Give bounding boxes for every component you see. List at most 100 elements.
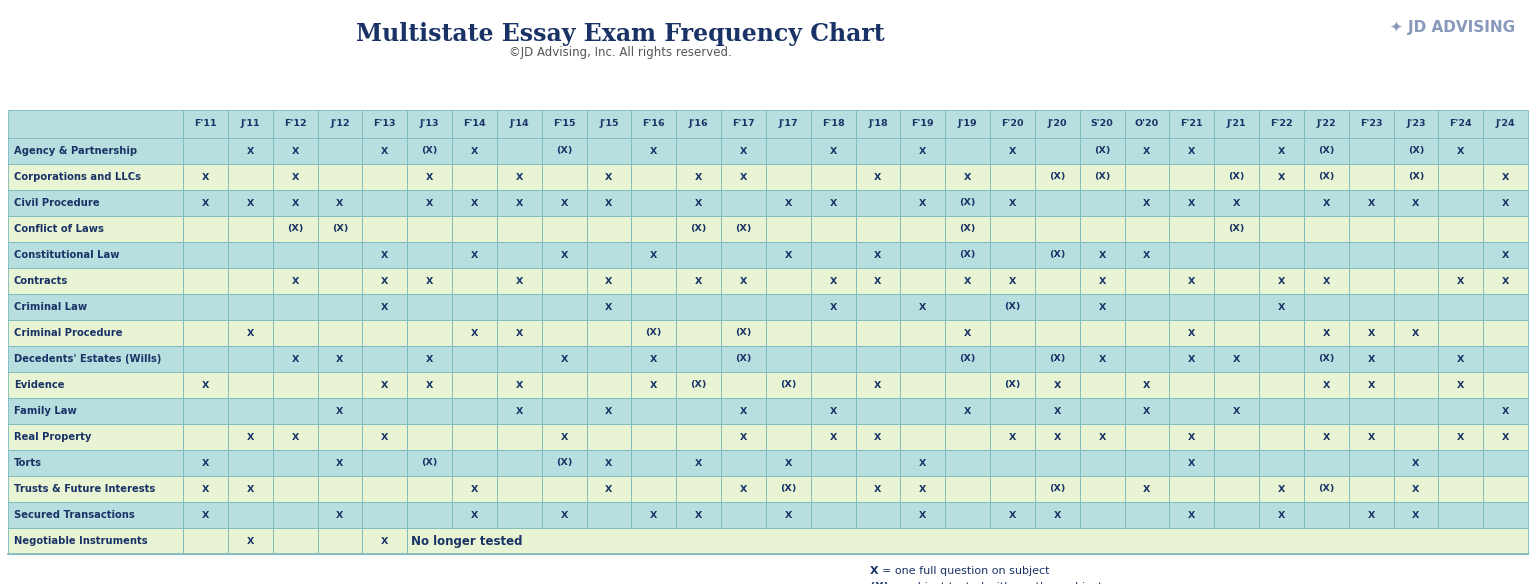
Text: X: X	[874, 276, 882, 286]
Text: X: X	[381, 433, 389, 442]
Bar	[1169, 242, 1213, 268]
Text: X: X	[829, 147, 837, 155]
Bar	[1260, 216, 1304, 242]
Text: X: X	[1367, 381, 1375, 390]
Bar	[1080, 398, 1124, 424]
Bar	[856, 372, 900, 398]
Bar	[8, 346, 183, 372]
Bar	[362, 138, 407, 164]
Bar	[945, 372, 991, 398]
Bar	[542, 346, 587, 372]
Text: X: X	[516, 328, 522, 338]
Text: (X): (X)	[1049, 354, 1066, 363]
Bar	[1484, 164, 1528, 190]
Bar	[631, 110, 676, 138]
Text: X: X	[201, 458, 209, 468]
Bar	[273, 346, 318, 372]
Bar	[676, 268, 720, 294]
Text: X: X	[516, 276, 522, 286]
Text: (X): (X)	[1094, 172, 1111, 182]
Text: X: X	[919, 458, 926, 468]
Text: X: X	[247, 147, 253, 155]
Text: (X): (X)	[421, 458, 438, 468]
Bar	[766, 450, 811, 476]
Text: X: X	[829, 276, 837, 286]
Bar	[273, 372, 318, 398]
Text: X: X	[201, 381, 209, 390]
Bar	[407, 138, 452, 164]
Bar	[1035, 268, 1080, 294]
Text: Family Law: Family Law	[14, 406, 77, 416]
Bar	[1438, 268, 1484, 294]
Text: F'23: F'23	[1359, 120, 1382, 128]
Bar	[856, 138, 900, 164]
Text: X: X	[694, 510, 702, 520]
Bar	[362, 424, 407, 450]
Bar	[1035, 320, 1080, 346]
Bar	[1213, 138, 1260, 164]
Bar	[676, 346, 720, 372]
Bar	[1035, 502, 1080, 528]
Bar	[1260, 320, 1304, 346]
Text: (X): (X)	[780, 485, 797, 493]
Text: Civil Procedure: Civil Procedure	[14, 198, 100, 208]
Bar	[542, 476, 587, 502]
Text: J'20: J'20	[1048, 120, 1068, 128]
Text: X: X	[1322, 433, 1330, 442]
Text: X: X	[605, 458, 613, 468]
Text: (X): (X)	[690, 381, 707, 390]
Bar	[542, 424, 587, 450]
Text: X: X	[650, 147, 657, 155]
Bar	[362, 450, 407, 476]
Text: X: X	[561, 433, 568, 442]
Bar	[227, 242, 273, 268]
Bar	[452, 320, 496, 346]
Bar	[587, 320, 631, 346]
Bar	[542, 190, 587, 216]
Text: (X): (X)	[960, 251, 975, 259]
Bar	[542, 320, 587, 346]
Bar	[8, 294, 183, 320]
Bar	[1080, 502, 1124, 528]
Bar	[1124, 320, 1169, 346]
Bar	[1438, 372, 1484, 398]
Text: (X): (X)	[869, 582, 889, 584]
Text: X: X	[1098, 251, 1106, 259]
Text: X: X	[201, 485, 209, 493]
Bar	[900, 164, 945, 190]
Bar	[227, 190, 273, 216]
Bar	[1260, 164, 1304, 190]
Text: X: X	[1187, 147, 1195, 155]
Text: (X): (X)	[287, 224, 303, 234]
Bar	[273, 110, 318, 138]
Text: (X): (X)	[1318, 147, 1335, 155]
Bar	[720, 424, 766, 450]
Bar	[1349, 502, 1393, 528]
Bar	[1213, 268, 1260, 294]
Bar	[1393, 476, 1438, 502]
Bar	[183, 294, 227, 320]
Bar	[900, 320, 945, 346]
Text: X: X	[605, 199, 613, 207]
Bar	[1349, 450, 1393, 476]
Text: X: X	[874, 433, 882, 442]
Bar	[273, 424, 318, 450]
Text: (X): (X)	[960, 354, 975, 363]
Bar	[945, 164, 991, 190]
Bar	[452, 424, 496, 450]
Bar	[496, 502, 542, 528]
Bar	[183, 216, 227, 242]
Text: = subject tested with another subject: = subject tested with another subject	[892, 582, 1103, 584]
Text: X: X	[869, 566, 879, 576]
Text: X: X	[1367, 510, 1375, 520]
Bar	[496, 346, 542, 372]
Text: X: X	[425, 199, 433, 207]
Bar	[183, 424, 227, 450]
Bar	[900, 372, 945, 398]
Bar	[900, 346, 945, 372]
Text: J'15: J'15	[599, 120, 619, 128]
Bar	[542, 372, 587, 398]
Bar	[362, 268, 407, 294]
Text: X: X	[470, 510, 478, 520]
Bar	[587, 216, 631, 242]
